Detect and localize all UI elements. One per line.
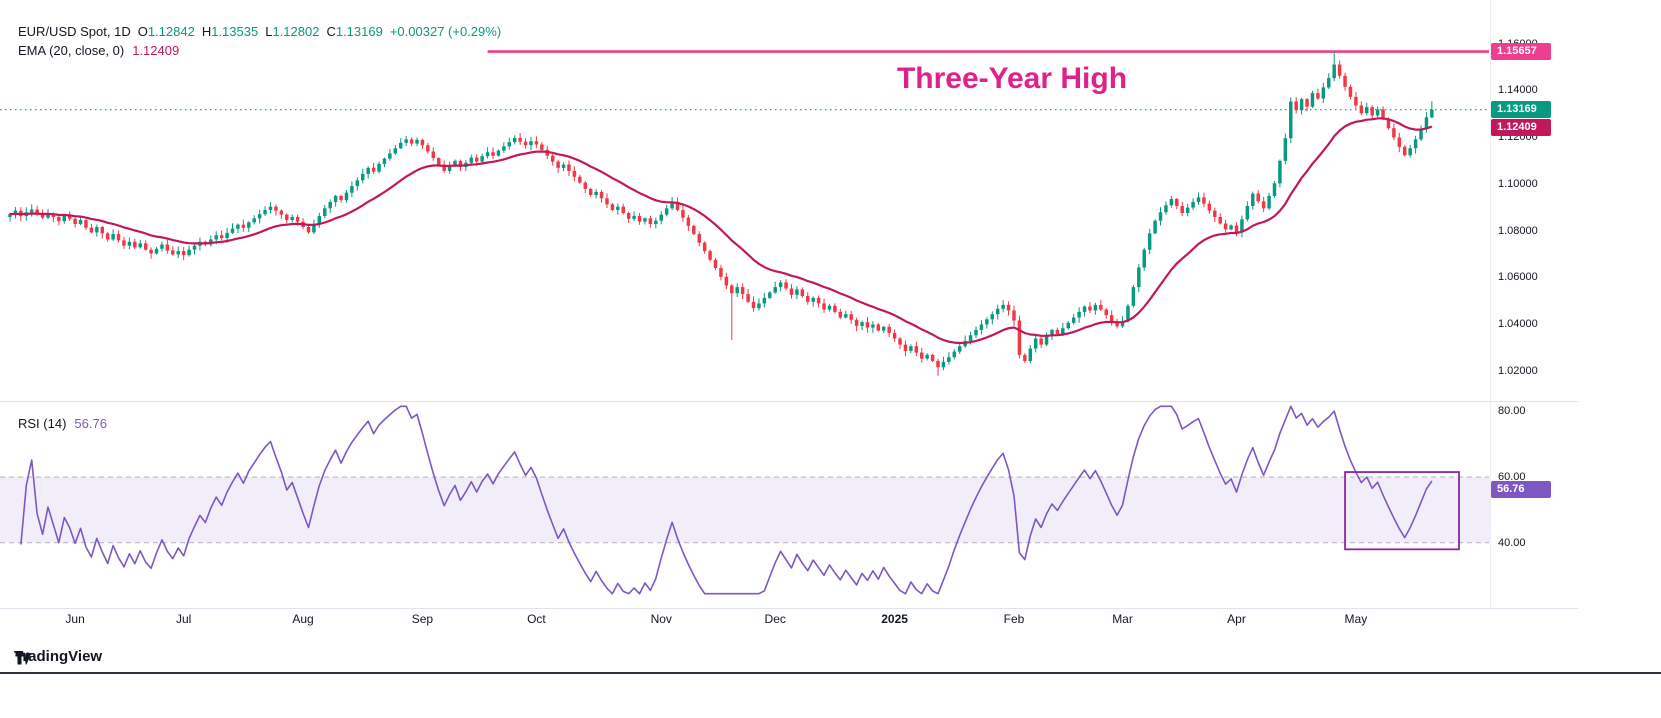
ohlc-close: C1.13169 [326, 24, 383, 39]
rsi-value-badge: 56.76 [1491, 481, 1551, 499]
time-axis-label: Feb [1003, 612, 1025, 626]
price-tick-label: 1.06000 [1498, 271, 1538, 284]
price-tick-label: 1.04000 [1498, 318, 1538, 331]
ema-legend[interactable]: EMA (20, close, 0) 1.12409 [18, 43, 179, 58]
pane-separator[interactable] [0, 401, 1578, 402]
change-value: +0.00327 (+0.29%) [389, 24, 502, 39]
time-axis-label: May [1344, 612, 1368, 626]
rsi-legend-value: 56.76 [74, 416, 107, 431]
time-axis-separator [0, 608, 1578, 609]
bottom-divider [0, 672, 1661, 674]
ema-price-badge: 1.12409 [1491, 118, 1551, 136]
tradingview-wordmark: TradingView [14, 648, 103, 665]
price-tick-label: 1.10000 [1498, 177, 1538, 190]
rsi-legend[interactable]: RSI (14) 56.76 [18, 416, 107, 431]
rsi-tick-label: 80.00 [1498, 405, 1526, 418]
time-axis-label: Apr [1227, 612, 1246, 626]
time-axis-label: Aug [292, 612, 314, 626]
time-axis-label: Oct [527, 612, 546, 626]
three-year-high-annotation: Three-Year High [896, 62, 1128, 95]
symbol-title: EUR/USD Spot, 1D [18, 24, 131, 39]
time-axis-label: Nov [650, 612, 672, 626]
price-tick-label: 1.02000 [1498, 364, 1538, 377]
rsi-tick-label: 60.00 [1498, 470, 1526, 483]
price-tick-label: 1.14000 [1498, 84, 1538, 97]
ohlc-low: L1.12802 [265, 24, 320, 39]
chart-canvas[interactable] [0, 0, 1661, 640]
last-price-badge: 1.13169 [1491, 101, 1551, 119]
rsi-tick-label: 40.00 [1498, 536, 1526, 549]
ohlc-open: O1.12842 [137, 24, 195, 39]
tradingview-logo-icon [15, 652, 31, 665]
time-axis-label: Mar [1112, 612, 1133, 626]
ohlc-high: H1.13535 [201, 24, 259, 39]
time-axis-label: Jun [65, 612, 85, 626]
time-axis-label: 2025 [881, 612, 908, 626]
price-tick-label: 1.08000 [1498, 224, 1538, 237]
resistance-price-badge: 1.15657 [1491, 43, 1551, 61]
price-axis-separator [1490, 0, 1491, 608]
rsi-legend-label: RSI (14) [18, 416, 67, 431]
time-axis-label: Sep [411, 612, 434, 626]
time-axis-label: Jul [175, 612, 192, 626]
tradingview-link[interactable]: TradingView [14, 648, 102, 665]
time-axis-label: Dec [764, 612, 786, 626]
symbol-legend[interactable]: EUR/USD Spot, 1D O1.12842 H1.13535 L1.12802… [18, 24, 501, 39]
ema-legend-value: 1.12409 [132, 43, 180, 58]
ema-legend-label: EMA (20, close, 0) [18, 43, 125, 58]
